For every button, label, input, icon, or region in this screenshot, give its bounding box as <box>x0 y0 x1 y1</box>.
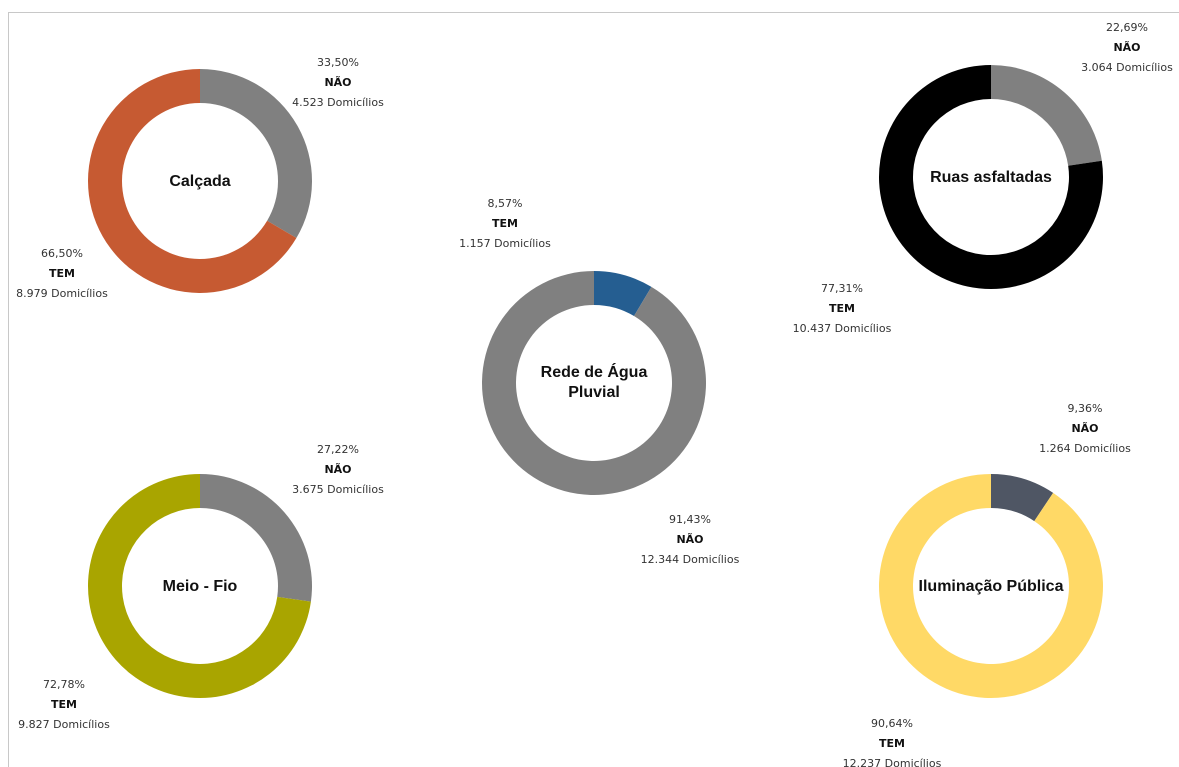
ruas-asfaltadas-slice-nao <box>991 65 1102 166</box>
meio-fio-slice-tem <box>88 474 311 699</box>
iluminacao-publica-slice-nao <box>991 474 1054 522</box>
ruas-asfaltadas-tem-percent-label: 77,31% <box>821 282 863 295</box>
rede-de-agua-pluvial-slice-tem <box>594 271 652 317</box>
chart-frame <box>8 12 1179 767</box>
rede-de-agua-pluvial-nao-percent-label: 91,43% <box>669 513 711 526</box>
ruas-asfaltadas-title: Ruas asfaltadas <box>930 169 1052 186</box>
iluminacao-publica-tem-percent-label: 90,64% <box>871 717 913 730</box>
calcada-tem-households-label: 8.979 Domicílios <box>16 287 108 300</box>
meio-fio-tem-percent-label: 72,78% <box>43 678 85 691</box>
ruas-asfaltadas-nao-category-label: NÃO <box>1113 41 1140 54</box>
iluminacao-publica-nao-percent-label: 9,36% <box>1068 402 1103 415</box>
rede-de-agua-pluvial-tem-percent-label: 8,57% <box>488 197 523 210</box>
meio-fio-tem-households-label: 9.827 Domicílios <box>18 718 110 731</box>
iluminacao-publica-nao-category-label: NÃO <box>1071 422 1098 435</box>
rede-de-agua-pluvial-nao-households-label: 12.344 Domicílios <box>641 553 740 566</box>
calcada-donut: 33,50% NÃO 4.523 Domicílios 66,50% TEM 8.979 … <box>16 56 384 300</box>
ruas-asfaltadas-tem-households-label: 10.437 Domicílios <box>793 322 892 335</box>
calcada-nao-percent-label: 33,50% <box>317 56 359 69</box>
iluminacao-publica-tem-households-label: 12.237 Domicílios <box>843 757 942 767</box>
ruas-asfaltadas-donut: 22,69% NÃO 3.064 Domicílios 77,31% TEM 10.437… <box>793 21 1173 335</box>
calcada-nao-households-label: 4.523 Domicílios <box>292 96 384 109</box>
iluminacao-publica-slice-tem <box>879 474 1103 698</box>
rede-de-agua-pluvial-tem-category-label: TEM <box>492 217 518 230</box>
rede-de-agua-pluvial-tem-households-label: 1.157 Domicílios <box>459 237 551 250</box>
rede-de-agua-pluvial-title-line-1: Rede de Água <box>541 362 648 381</box>
meio-fio-slice-nao <box>200 474 313 602</box>
calcada-tem-percent-label: 66,50% <box>41 247 83 260</box>
meio-fio-nao-households-label: 3.675 Domicílios <box>292 483 384 496</box>
rede-de-agua-pluvial-slice-nao <box>482 271 706 495</box>
ruas-asfaltadas-nao-percent-label: 22,69% <box>1106 21 1148 34</box>
calcada-slice-nao <box>200 69 312 239</box>
meio-fio-tem-category-label: TEM <box>51 698 77 711</box>
ruas-asfaltadas-nao-households-label: 3.064 Domicílios <box>1081 61 1173 74</box>
iluminacao-publica-tem-category-label: TEM <box>879 737 905 750</box>
ruas-asfaltadas-slice-tem <box>879 65 1103 289</box>
meio-fio-nao-percent-label: 27,22% <box>317 443 359 456</box>
iluminacao-publica-title: Iluminação Pública <box>919 578 1064 595</box>
rede-de-agua-pluvial-title-line-2: Pluvial <box>568 384 620 401</box>
calcada-slice-tem <box>88 69 297 293</box>
rede-de-agua-pluvial-nao-category-label: NÃO <box>676 533 703 546</box>
calcada-title: Calçada <box>169 173 230 190</box>
iluminacao-publica-donut: 9,36% NÃO 1.264 Domicílios 90,64% TEM 12.237 … <box>843 402 1131 767</box>
meio-fio-title: Meio - Fio <box>163 578 238 595</box>
ruas-asfaltadas-tem-category-label: TEM <box>829 302 855 315</box>
calcada-tem-category-label: TEM <box>49 267 75 280</box>
calcada-nao-category-label: NÃO <box>324 76 351 89</box>
rede-de-agua-pluvial-donut: 8,57% TEM 1.157 Domicílios 91,43% NÃO 12.344 … <box>459 197 739 566</box>
meio-fio-nao-category-label: NÃO <box>324 463 351 476</box>
iluminacao-publica-nao-households-label: 1.264 Domicílios <box>1039 442 1131 455</box>
meio-fio-donut: 27,22% NÃO 3.675 Domicílios 72,78% TEM 9.827 … <box>18 443 384 731</box>
